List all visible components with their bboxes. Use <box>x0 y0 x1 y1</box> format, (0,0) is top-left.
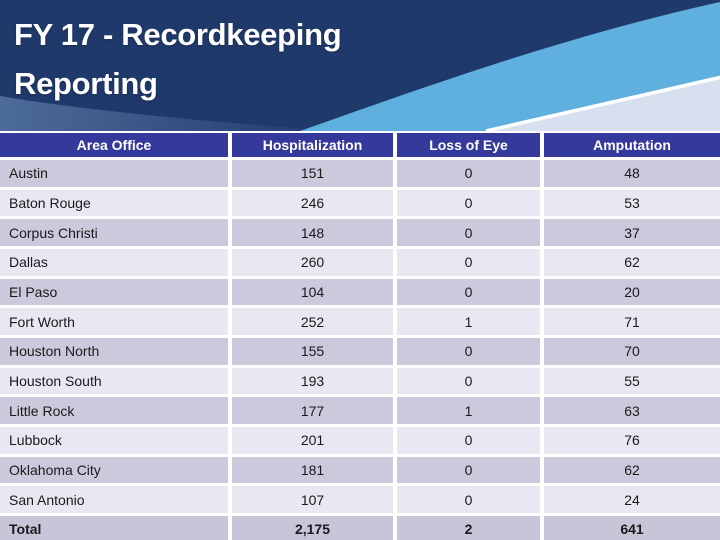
cell-amputation: 24 <box>544 486 720 517</box>
cell-office: Fort Worth <box>0 308 232 339</box>
column-header-loss-of-eye: Loss of Eye <box>397 133 544 160</box>
cell-amputation: 70 <box>544 338 720 368</box>
cell-loss-of-eye: 1 <box>397 397 544 428</box>
cell-loss-of-eye: 0 <box>397 456 544 487</box>
column-header-area-office: Area Office <box>0 133 232 160</box>
cell-total-amputation: 641 <box>544 516 720 540</box>
table-row: Fort Worth 252 1 71 <box>0 308 720 339</box>
slide-title: FY 17 - Recordkeeping Reporting <box>14 10 342 108</box>
cell-hospitalization: 107 <box>232 486 397 517</box>
cell-hospitalization: 148 <box>232 219 397 250</box>
cell-loss-of-eye: 0 <box>397 486 544 517</box>
cell-office: Oklahoma City <box>0 456 232 487</box>
cell-hospitalization: 252 <box>232 308 397 339</box>
table-row: Houston North 155 0 70 <box>0 338 720 368</box>
cell-loss-of-eye: 0 <box>397 160 544 190</box>
cell-office: El Paso <box>0 278 232 309</box>
cell-office: San Antonio <box>0 486 232 517</box>
cell-hospitalization: 201 <box>232 427 397 457</box>
cell-office: Baton Rouge <box>0 189 232 220</box>
table-row: Corpus Christi 148 0 37 <box>0 219 720 250</box>
table-row: Little Rock 177 1 63 <box>0 397 720 428</box>
cell-amputation: 62 <box>544 249 720 279</box>
cell-loss-of-eye: 0 <box>397 367 544 398</box>
cell-total-hospitalization: 2,175 <box>232 516 397 540</box>
cell-amputation: 55 <box>544 367 720 398</box>
cell-total-label: Total <box>0 516 232 540</box>
cell-loss-of-eye: 0 <box>397 249 544 279</box>
cell-amputation: 63 <box>544 397 720 428</box>
cell-office: Lubbock <box>0 427 232 457</box>
column-header-amputation: Amputation <box>544 133 720 160</box>
cell-hospitalization: 104 <box>232 278 397 309</box>
table-row: San Antonio 107 0 24 <box>0 486 720 517</box>
cell-hospitalization: 193 <box>232 367 397 398</box>
table-header-row: Area Office Hospitalization Loss of Eye … <box>0 133 720 160</box>
cell-loss-of-eye: 0 <box>397 219 544 250</box>
cell-amputation: 62 <box>544 456 720 487</box>
cell-amputation: 76 <box>544 427 720 457</box>
cell-hospitalization: 177 <box>232 397 397 428</box>
cell-office: Corpus Christi <box>0 219 232 250</box>
cell-office: Dallas <box>0 249 232 279</box>
cell-loss-of-eye: 0 <box>397 338 544 368</box>
table-row: El Paso 104 0 20 <box>0 278 720 309</box>
cell-hospitalization: 246 <box>232 189 397 220</box>
table-container: Area Office Hospitalization Loss of Eye … <box>0 131 720 540</box>
cell-amputation: 53 <box>544 189 720 220</box>
table-row: Lubbock 201 0 76 <box>0 427 720 457</box>
slide-header: FY 17 - Recordkeeping Reporting <box>0 0 720 131</box>
table-row: Houston South 193 0 55 <box>0 367 720 398</box>
cell-amputation: 48 <box>544 160 720 190</box>
cell-hospitalization: 181 <box>232 456 397 487</box>
cell-total-loss-of-eye: 2 <box>397 516 544 540</box>
cell-amputation: 37 <box>544 219 720 250</box>
slide-title-line1: FY 17 - Recordkeeping <box>14 17 342 52</box>
header-swoosh-graphic <box>0 0 720 131</box>
slide-title-line2: Reporting <box>14 66 158 101</box>
cell-loss-of-eye: 0 <box>397 278 544 309</box>
cell-loss-of-eye: 1 <box>397 308 544 339</box>
cell-hospitalization: 260 <box>232 249 397 279</box>
table-row: Baton Rouge 246 0 53 <box>0 189 720 220</box>
cell-amputation: 20 <box>544 278 720 309</box>
cell-office: Austin <box>0 160 232 190</box>
cell-office: Houston North <box>0 338 232 368</box>
recordkeeping-table: Area Office Hospitalization Loss of Eye … <box>0 133 720 540</box>
table-row: Austin 151 0 48 <box>0 160 720 190</box>
cell-loss-of-eye: 0 <box>397 189 544 220</box>
cell-hospitalization: 155 <box>232 338 397 368</box>
cell-office: Houston South <box>0 367 232 398</box>
column-header-hospitalization: Hospitalization <box>232 133 397 160</box>
cell-office: Little Rock <box>0 397 232 428</box>
cell-hospitalization: 151 <box>232 160 397 190</box>
table-total-row: Total 2,175 2 641 <box>0 516 720 540</box>
cell-loss-of-eye: 0 <box>397 427 544 457</box>
cell-amputation: 71 <box>544 308 720 339</box>
table-row: Dallas 260 0 62 <box>0 249 720 279</box>
table-row: Oklahoma City 181 0 62 <box>0 456 720 487</box>
